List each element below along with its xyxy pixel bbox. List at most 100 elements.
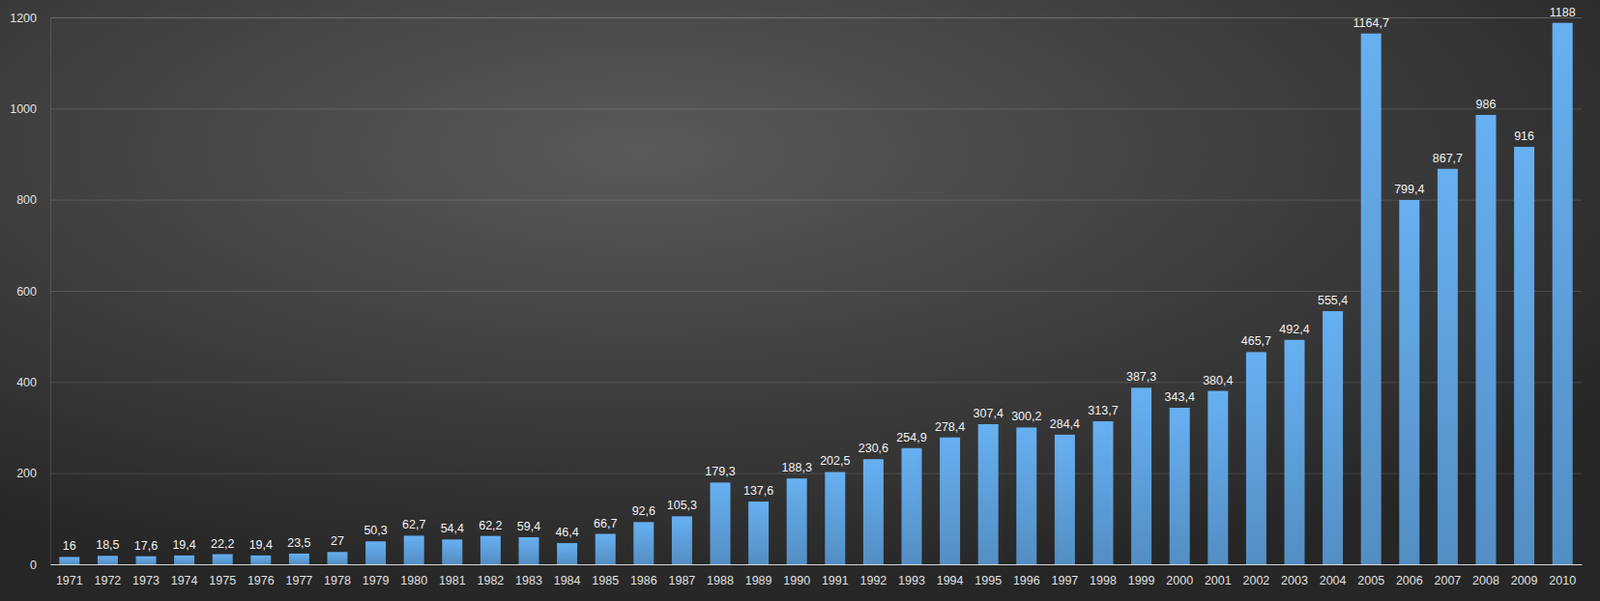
x-tick: 1987 xyxy=(668,564,696,588)
x-tick: 1997 xyxy=(1050,564,1078,588)
data-label: 22,2 xyxy=(210,537,234,552)
background xyxy=(0,0,1600,601)
bar xyxy=(1361,33,1382,565)
data-label: 54,4 xyxy=(440,522,465,536)
y-tick-label: 600 xyxy=(16,285,37,299)
x-tick-label: 1995 xyxy=(974,574,1002,588)
x-tick-label: 1986 xyxy=(630,574,658,588)
chart: 0200400600800100012001971197219731974197… xyxy=(0,0,1600,601)
data-label: 59,4 xyxy=(517,520,541,534)
x-tick: 1975 xyxy=(208,564,236,588)
data-label: 986 xyxy=(1476,97,1497,112)
data-label: 1188 xyxy=(1549,5,1576,20)
bar xyxy=(174,555,195,565)
y-axis-line xyxy=(51,18,1583,566)
x-tick: 1986 xyxy=(630,564,658,588)
x-axis-line xyxy=(51,564,1583,566)
x-tick: 1995 xyxy=(974,564,1002,588)
x-tick-label: 1999 xyxy=(1128,574,1156,588)
bar xyxy=(978,424,999,565)
x-tick: 1984 xyxy=(553,564,582,588)
y-tick-label: 400 xyxy=(16,376,37,390)
x-tick-label: 2004 xyxy=(1319,574,1347,588)
x-tick-label: 2009 xyxy=(1511,574,1539,588)
x-tick: 1972 xyxy=(93,564,121,588)
grid-line xyxy=(50,108,1582,110)
data-label: 62,2 xyxy=(478,519,502,533)
y-tick-label: 1200 xyxy=(9,11,37,26)
bar xyxy=(441,539,463,565)
x-tick-label: 1981 xyxy=(438,574,466,588)
bar xyxy=(1131,387,1152,565)
bar xyxy=(1016,427,1037,565)
data-labels: 1618,517,619,422,219,423,52750,362,754,4… xyxy=(62,5,1576,554)
x-tick-label: 2008 xyxy=(1472,574,1500,588)
x-tick-label: 1998 xyxy=(1089,574,1117,588)
y-tick-label: 200 xyxy=(16,466,37,481)
x-tick-label: 1989 xyxy=(745,574,773,588)
x-tick-label: 1987 xyxy=(668,574,696,588)
x-tick: 2001 xyxy=(1204,564,1232,588)
bar xyxy=(97,555,118,565)
data-label: 254,9 xyxy=(896,431,927,445)
x-tick: 2009 xyxy=(1511,564,1539,588)
data-label: 230,6 xyxy=(858,441,889,456)
bar xyxy=(519,537,540,565)
grid-line xyxy=(50,200,1582,202)
data-label: 27 xyxy=(330,534,345,549)
y-tick-label: 1000 xyxy=(9,102,37,117)
bar xyxy=(1246,351,1267,565)
bar xyxy=(480,536,501,565)
bars xyxy=(58,23,1572,565)
data-label: 380,4 xyxy=(1202,374,1233,388)
x-tick-label: 1974 xyxy=(171,574,199,588)
data-label: 17,6 xyxy=(134,539,158,553)
data-label: 50,3 xyxy=(363,523,387,538)
y-tick-label: 0 xyxy=(29,558,37,573)
data-label: 23,5 xyxy=(287,536,311,551)
bar xyxy=(786,478,808,565)
data-label: 387,3 xyxy=(1126,370,1157,384)
bar xyxy=(404,535,425,565)
bar xyxy=(1169,407,1191,565)
data-label: 343,4 xyxy=(1164,390,1195,405)
x-tick-label: 1994 xyxy=(936,574,964,588)
x-tick: 1991 xyxy=(821,564,849,588)
x-tick-label: 1996 xyxy=(1013,574,1041,588)
x-tick: 1992 xyxy=(859,564,887,588)
bar xyxy=(212,554,233,565)
bar xyxy=(1093,421,1114,565)
x-tick: 1971 xyxy=(56,564,84,588)
data-label: 19,4 xyxy=(249,538,273,553)
x-tick-label: 1988 xyxy=(706,574,734,588)
bar xyxy=(595,534,616,565)
x-tick-label: 1977 xyxy=(285,574,313,588)
bar xyxy=(1284,340,1306,565)
bar xyxy=(1398,200,1420,565)
y-tick: 1200 xyxy=(9,11,1582,26)
data-label: 179,3 xyxy=(704,465,735,479)
data-label: 66,7 xyxy=(593,517,617,531)
data-label: 555,4 xyxy=(1317,293,1348,308)
x-tick: 2005 xyxy=(1357,564,1385,588)
data-label: 916 xyxy=(1513,129,1535,144)
x-tick-label: 1982 xyxy=(476,574,504,588)
x-tick-label: 1973 xyxy=(132,574,160,588)
x-tick: 1990 xyxy=(783,564,811,588)
x-tick-label: 1992 xyxy=(859,574,887,588)
x-tick: 1981 xyxy=(438,564,466,588)
x-tick-label: 1990 xyxy=(783,574,811,588)
x-tick: 2003 xyxy=(1280,564,1309,588)
x-tick-label: 1983 xyxy=(515,574,543,588)
x-tick-label: 1993 xyxy=(898,574,926,588)
data-label: 278,4 xyxy=(934,420,965,435)
data-label: 307,4 xyxy=(973,407,1004,421)
bar xyxy=(633,522,654,565)
x-tick-label: 2002 xyxy=(1242,574,1270,588)
x-tick: 1989 xyxy=(745,564,773,588)
x-tick-label: 1971 xyxy=(56,574,84,588)
x-tick: 2007 xyxy=(1433,564,1461,588)
x-tick-label: 1975 xyxy=(208,574,236,588)
x-tick: 1982 xyxy=(476,564,504,588)
bar xyxy=(1437,169,1458,565)
